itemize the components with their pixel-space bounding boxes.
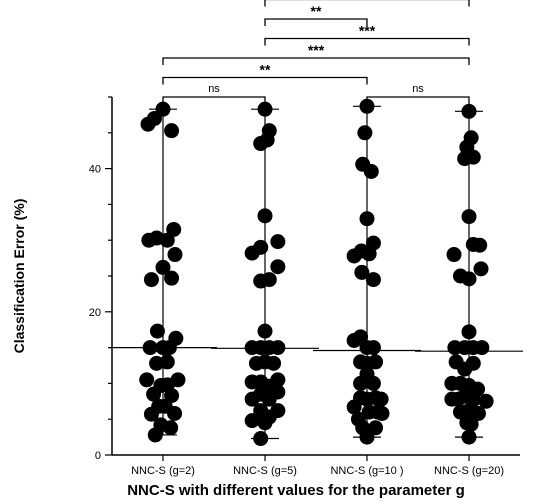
data-point <box>166 221 182 237</box>
y-tick-label: 20 <box>89 307 101 319</box>
data-point <box>461 429 477 445</box>
significance-bracket <box>162 96 266 104</box>
data-point <box>161 340 177 356</box>
y-tick-label: 40 <box>89 164 101 176</box>
data-point <box>363 163 379 179</box>
significance-bracket <box>264 37 470 46</box>
data-point <box>164 123 180 139</box>
data-point <box>446 247 462 263</box>
data-point <box>361 246 377 262</box>
data-points <box>139 98 494 447</box>
data-point <box>270 403 286 419</box>
x-tick-label: NNC-S (g=20) <box>434 465 504 477</box>
data-point <box>244 413 260 429</box>
data-point <box>461 324 477 340</box>
data-point <box>365 272 381 288</box>
data-point <box>365 375 381 391</box>
significance-label: *** <box>308 42 325 58</box>
data-point <box>359 211 375 227</box>
data-point <box>353 375 369 391</box>
data-point <box>143 272 159 288</box>
data-point <box>357 125 373 141</box>
data-point <box>155 259 171 275</box>
data-point <box>270 259 286 275</box>
x-tick-label: NNC-S (g=5) <box>233 465 297 477</box>
data-point <box>470 405 486 421</box>
data-point <box>164 270 180 286</box>
data-point <box>257 323 273 339</box>
data-point <box>270 384 286 400</box>
significance-label: ** <box>260 62 271 78</box>
data-point <box>478 393 494 409</box>
data-point <box>359 429 375 445</box>
x-axis-ticks: NNC-S (g=2) NNC-S (g=5) NNC-S (g=10 ) NNC-S… <box>131 455 504 477</box>
data-point <box>253 431 269 447</box>
data-point <box>266 355 282 371</box>
data-point <box>140 116 156 132</box>
data-point <box>167 405 183 421</box>
y-axis-label: Classification Error (%) <box>11 199 27 354</box>
significance-bracket <box>264 0 470 7</box>
data-point <box>261 272 277 288</box>
data-point <box>473 261 489 277</box>
data-point <box>270 340 286 356</box>
data-point <box>253 239 269 255</box>
significance-bracket <box>264 18 368 26</box>
significance-label: ns <box>412 83 424 95</box>
data-point <box>257 415 273 431</box>
data-point <box>143 406 159 422</box>
data-point <box>359 98 375 114</box>
data-point <box>461 103 477 119</box>
range-lines <box>149 105 483 440</box>
data-point <box>146 386 162 402</box>
data-point <box>374 405 390 421</box>
significance-bracket <box>162 76 368 85</box>
data-point <box>257 101 273 117</box>
data-point <box>159 354 175 370</box>
data-point <box>365 340 381 356</box>
data-point <box>465 355 481 371</box>
data-point <box>354 264 370 280</box>
data-point <box>465 149 481 165</box>
data-point <box>474 340 490 356</box>
x-tick-label: NNC-S (g=10 ) <box>330 465 403 477</box>
significance-bracket <box>162 57 470 65</box>
data-point <box>461 271 477 287</box>
significance-label: ns <box>208 83 220 95</box>
data-point <box>163 420 179 436</box>
data-point <box>142 340 158 356</box>
significance-bracket <box>366 96 470 104</box>
data-point <box>149 323 165 339</box>
data-point <box>463 416 479 432</box>
y-tick-label: 0 <box>95 450 101 462</box>
data-point <box>270 372 286 388</box>
data-point <box>139 372 155 388</box>
significance-label: ** <box>311 3 322 19</box>
significance-label: *** <box>359 23 376 39</box>
x-tick-label: NNC-S (g=2) <box>131 465 195 477</box>
data-point <box>270 234 286 250</box>
data-point <box>461 209 477 225</box>
data-point <box>167 247 183 263</box>
x-axis-label: NNC-S with different values for the para… <box>127 482 465 499</box>
data-point <box>141 232 157 248</box>
data-point <box>373 391 389 407</box>
data-point <box>368 354 384 370</box>
data-point <box>472 237 488 253</box>
data-point <box>147 427 163 443</box>
data-point <box>257 208 273 224</box>
data-point <box>253 136 269 152</box>
y-axis-ticks: 0 20 40 <box>89 96 112 462</box>
